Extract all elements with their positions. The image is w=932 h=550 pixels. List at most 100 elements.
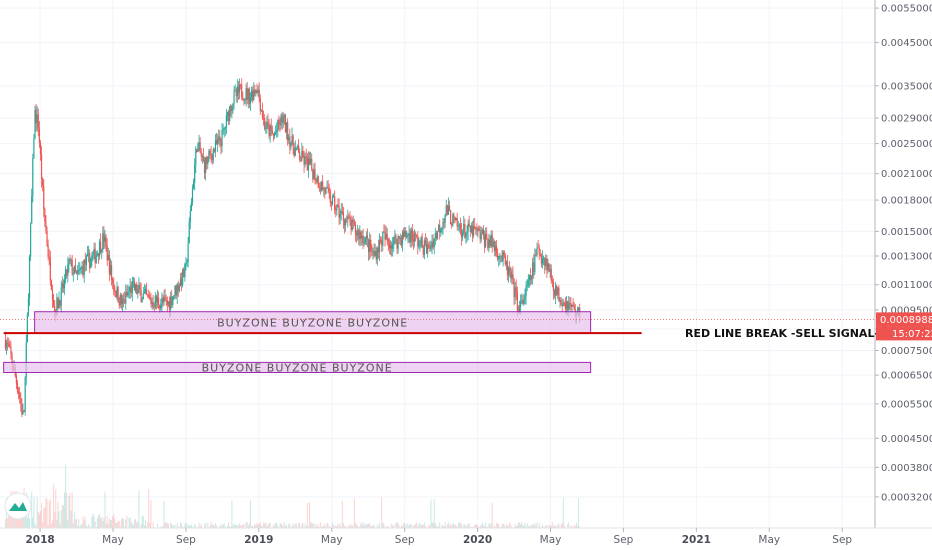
candle-body <box>457 225 459 227</box>
candle-body <box>200 152 202 157</box>
volume-bar <box>186 526 188 528</box>
buy-zone-box[interactable] <box>3 361 592 373</box>
candle-body <box>443 221 445 223</box>
volume-bar <box>232 525 234 528</box>
volume-bar <box>104 491 106 528</box>
candle-body <box>571 304 573 307</box>
volume-bar <box>332 522 333 528</box>
candle-body <box>272 134 275 137</box>
volume-bar <box>520 524 522 528</box>
candle-body <box>276 130 278 133</box>
volume-bar <box>81 524 83 528</box>
volume-bar <box>533 524 535 528</box>
candle-body <box>297 145 300 153</box>
candle-body <box>171 296 173 306</box>
volume-bar <box>267 524 269 528</box>
volume-bar <box>561 522 563 528</box>
candle-body <box>565 301 568 309</box>
volume-bar <box>465 526 467 528</box>
volume-bar <box>514 523 516 528</box>
volume-bar <box>93 515 95 528</box>
volume-bar <box>542 524 543 528</box>
candle-body <box>56 297 58 316</box>
volume-bar <box>166 523 168 528</box>
candle-body <box>248 89 250 104</box>
volume-bar <box>72 523 74 528</box>
volume-bar <box>458 523 460 528</box>
candle-body <box>59 299 61 306</box>
candle-body <box>250 90 253 98</box>
candle-body <box>464 223 466 238</box>
candle-body <box>116 287 118 297</box>
volume-bar <box>362 525 364 528</box>
volume-bar <box>312 523 314 528</box>
volume-bar <box>404 522 406 528</box>
volume-bar <box>318 526 320 528</box>
volume-bar <box>282 526 284 528</box>
volume-bar <box>32 517 34 528</box>
candle-body <box>175 285 177 296</box>
candle-body <box>434 232 436 239</box>
volume-bar <box>310 522 312 528</box>
volume-bar <box>351 524 353 528</box>
candlestick-series <box>4 78 581 418</box>
candle-body <box>540 255 543 264</box>
volume-bar <box>395 523 397 528</box>
candle-body <box>269 125 271 137</box>
candle-body <box>390 245 393 249</box>
volume-bar <box>162 525 164 528</box>
candle-body <box>327 186 329 188</box>
candle-body <box>132 281 135 283</box>
volume-bar <box>240 525 242 528</box>
volume-bar <box>433 499 435 528</box>
candle-body <box>400 237 403 245</box>
candle-body <box>358 230 360 240</box>
candle-body <box>162 298 164 302</box>
volume-bar <box>482 525 484 528</box>
current-price-tag[interactable] <box>876 312 932 327</box>
candle-body <box>80 268 82 270</box>
candle-body <box>481 229 483 234</box>
volume-bar <box>364 525 366 528</box>
volume-bar <box>101 516 103 528</box>
candle-body <box>332 195 335 197</box>
volume-bar <box>140 524 142 528</box>
candle-body <box>365 235 368 238</box>
volume-bar <box>376 524 378 528</box>
volume-bar <box>371 526 373 528</box>
volume-bar <box>336 526 338 528</box>
volume-bar <box>143 525 145 528</box>
volume-bar <box>563 525 565 528</box>
time-axis[interactable]: 2018 May Sep 2019 May Sep 2020 May Sep 2021 May Sep <box>25 528 852 546</box>
candle-body <box>548 263 550 272</box>
candle-body <box>505 261 508 265</box>
volume-bar <box>556 526 558 528</box>
candle-body <box>9 346 11 348</box>
volume-bar <box>464 523 466 528</box>
volume-bar <box>301 524 303 528</box>
volume-bar <box>304 523 306 528</box>
volume-bar <box>9 507 11 528</box>
candle-body <box>328 187 330 192</box>
candle-body <box>378 239 381 253</box>
candle-body <box>384 232 386 240</box>
candle-body <box>176 284 178 296</box>
annotations: RED LINE BREAK -SELL SIGNAL-0.00089889 15… <box>0 312 932 341</box>
tradingview-logo-icon[interactable] <box>4 492 32 520</box>
volume-bar <box>549 525 551 528</box>
volume-bar <box>79 526 81 528</box>
candle-body <box>194 165 196 183</box>
volume-bar <box>44 507 46 528</box>
candle-body <box>310 158 312 164</box>
volume-bar <box>507 525 508 528</box>
volume-bar <box>60 510 62 528</box>
candle-body <box>31 196 33 224</box>
candle-body <box>564 303 567 309</box>
volume-bar <box>141 516 143 528</box>
candle-body <box>7 342 9 344</box>
volume-bar <box>329 526 331 528</box>
